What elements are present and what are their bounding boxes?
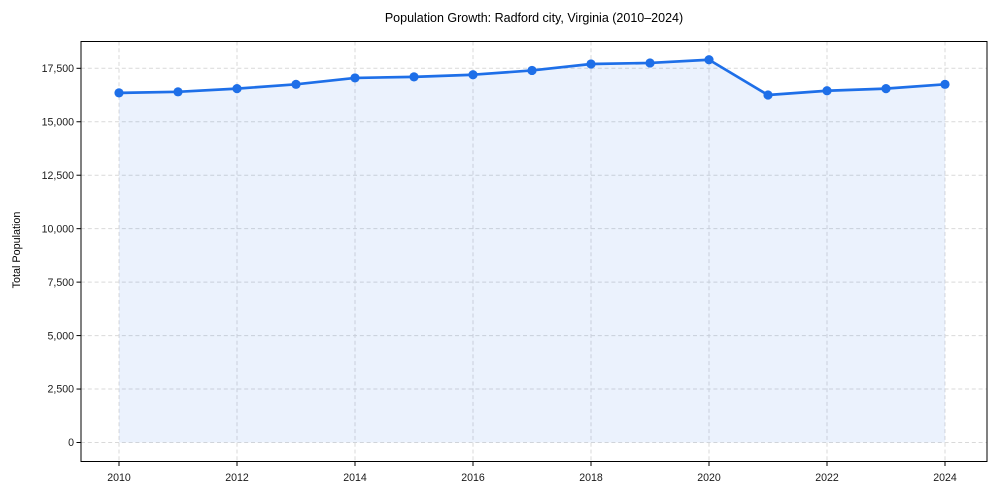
y-tick-label: 10,000 [42,223,75,235]
data-point-2020 [704,55,714,65]
plot-border [80,41,988,462]
y-tick-label: 5,000 [47,330,74,342]
x-tick-label: 2018 [579,472,603,484]
data-point-2012 [232,84,242,94]
y-tick-label: 15,000 [42,116,75,128]
y-tick-label: 7,500 [47,277,74,289]
y-tick-label: 0 [68,437,74,449]
data-point-2015 [409,72,419,82]
data-point-2010 [114,88,124,98]
data-point-2014 [350,73,360,83]
chart-title: Population Growth: Radford city, Virgini… [384,11,684,25]
area-fill [119,59,945,443]
x-tick-label: 2016 [461,472,485,484]
y-tick-label: 2,500 [47,384,74,396]
y-tick-label: 12,500 [42,170,75,182]
data-point-2011 [173,87,183,97]
data-point-2018 [586,59,596,69]
data-point-2013 [291,79,301,89]
x-tick-label: 2014 [343,472,367,484]
x-tick-label: 2024 [933,472,957,484]
data-point-2016 [468,70,478,80]
data-point-2024 [940,79,950,89]
data-point-2019 [645,58,655,68]
x-tick-label: 2020 [697,472,721,484]
x-tick-label: 2010 [107,472,131,484]
x-tick-label: 2012 [225,472,249,484]
data-point-2023 [881,84,891,94]
x-tick-label: 2022 [815,472,839,484]
y-tick-label: 17,500 [42,63,75,75]
data-point-2017 [527,65,537,76]
data-point-2022 [822,86,832,96]
data-point-2021 [763,90,773,100]
